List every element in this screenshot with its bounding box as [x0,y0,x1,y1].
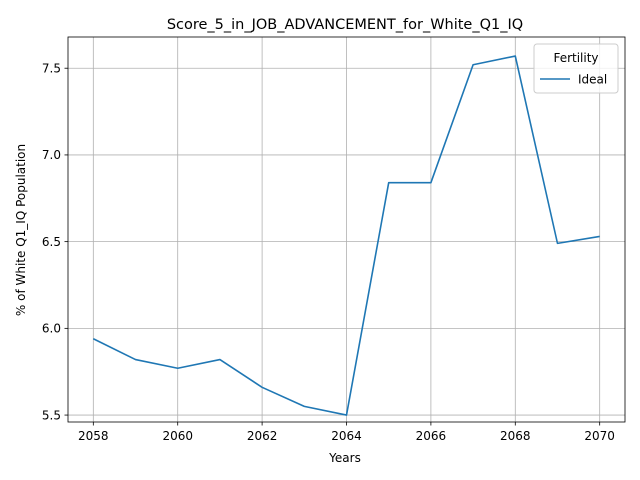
x-tick-label: 2068 [500,429,531,443]
y-tick-label: 6.5 [42,235,61,249]
x-tick-label: 2060 [162,429,193,443]
legend-box [533,43,619,94]
series-layer [92,55,600,416]
y-tick-label: 6.0 [42,322,61,336]
chart-title: Score_5_in_JOB_ADVANCEMENT_for_White_Q1_… [167,17,523,33]
x-axis: 2058 2060 2062 2064 2066 2068 2070 [78,422,615,443]
grid [68,37,625,422]
y-axis-label: % of White Q1_IQ Population [14,144,28,316]
x-tick-label: 2064 [331,429,362,443]
x-tick-label: 2066 [416,429,447,443]
legend-label-ideal: Ideal [578,73,607,87]
x-tick-label: 2062 [247,429,278,443]
x-axis-label: Years [328,451,361,465]
y-tick-label: 7.0 [42,148,61,162]
y-tick-label: 5.5 [42,408,61,422]
legend-title: Fertility [553,51,598,65]
y-axis: 5.5 6.0 6.5 7.0 7.5 [42,62,68,422]
x-tick-label: 2070 [584,429,615,443]
x-tick-label: 2058 [78,429,109,443]
y-tick-label: 7.5 [42,62,61,76]
series-line-ideal [92,55,600,416]
legend: Fertility Ideal [533,43,619,94]
